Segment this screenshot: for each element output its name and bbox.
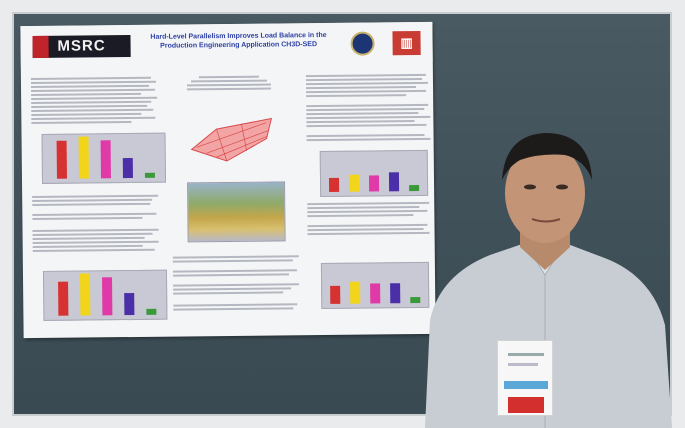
bar-purple [390,283,401,304]
poster-bar-chart-4 [320,261,430,310]
hair [502,133,592,180]
badge-red-tab [508,397,544,413]
bar-red [330,285,341,304]
poster-bar-chart-1 [41,132,167,184]
research-poster: MSRC Hard-Level Parallelism Improves Loa… [20,21,436,339]
bar-yellow [79,273,91,316]
bar-red [56,140,67,179]
mesh-diagram [190,117,273,162]
bar-yellow [350,281,361,304]
poster-bar-chart-3 [319,149,429,198]
army-engineer-castle-icon: ▥ [392,30,421,56]
bar-red [58,281,69,316]
name-badge [497,340,553,416]
logo-text: MSRC [57,37,106,55]
bar-magenta [100,140,111,179]
contour-plot [187,181,286,243]
bar-green [410,296,421,304]
shirt [425,243,672,428]
poster-bar-chart-2 [42,269,168,321]
msrc-logo: MSRC [32,35,131,59]
bar-magenta [102,277,113,316]
badge-blue-stripe [504,381,548,389]
bar-green [409,184,420,192]
bar-green [144,172,155,178]
bar-red [328,177,340,192]
bar-purple [388,172,400,192]
bar-purple [124,292,135,316]
poster-title: Hard-Level Parallelism Improves Load Bal… [138,31,338,51]
bar-magenta [368,175,380,192]
navy-seal-icon [350,31,375,56]
person-photo [425,133,672,428]
bar-yellow [78,136,89,179]
bar-purple [122,157,133,179]
bar-green [146,308,157,315]
face [505,143,585,243]
bar-magenta [370,283,381,304]
bar-yellow [348,174,360,192]
poster-header: MSRC Hard-Level Parallelism Improves Loa… [20,21,433,67]
poster-title-line-2: Production Engineering Application CH3D-… [160,41,318,50]
logo-red-mark [32,35,49,59]
